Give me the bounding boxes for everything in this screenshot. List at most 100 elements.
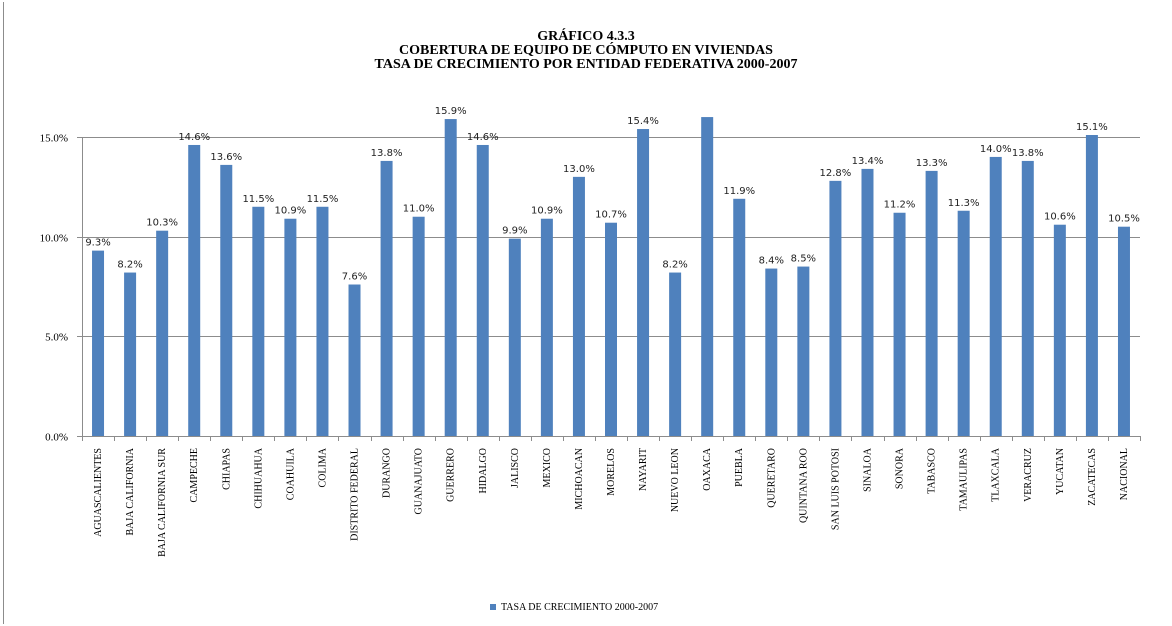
data-label: 13.6% bbox=[210, 152, 242, 163]
x-tick-label: VERACRUZ bbox=[1023, 448, 1034, 502]
data-label: 11.3% bbox=[948, 198, 980, 209]
x-tick-label: MORELOS bbox=[606, 448, 617, 496]
data-label: 13.3% bbox=[916, 158, 948, 169]
data-label: 11.0% bbox=[403, 204, 435, 215]
data-label: 9.9% bbox=[502, 226, 527, 237]
data-label: 14.0% bbox=[980, 144, 1012, 155]
bar-guanajuato bbox=[412, 216, 425, 436]
bar-baja-california-sur bbox=[156, 230, 169, 436]
x-tick-label: YUCATAN bbox=[1055, 448, 1066, 495]
x-tick-label: HIDALGO bbox=[478, 448, 489, 494]
x-tick-label: NACIONAL bbox=[1119, 448, 1130, 500]
bar-coahuila bbox=[284, 218, 297, 436]
bar-tabasco bbox=[925, 170, 938, 437]
chart-title-line-2: COBERTURA DE EQUIPO DE CÓMPUTO EN VIVIEN… bbox=[399, 43, 773, 58]
data-label: 8.2% bbox=[117, 260, 142, 271]
bar-durango bbox=[380, 160, 393, 437]
x-tick-label: PUEBLA bbox=[734, 447, 745, 487]
data-label: 10.9% bbox=[531, 206, 563, 217]
y-tick-label: 5.0% bbox=[45, 332, 68, 344]
data-label: 13.8% bbox=[371, 148, 403, 159]
bar-tamaulipas bbox=[957, 210, 970, 436]
bar-veracruz bbox=[1021, 160, 1034, 437]
x-tick-label: SINALOA bbox=[862, 447, 873, 492]
data-label: 15.9% bbox=[435, 106, 467, 117]
bar-baja-california bbox=[124, 272, 137, 436]
x-tick-label: SONORA bbox=[895, 447, 906, 489]
bar-morelos bbox=[605, 222, 617, 436]
x-tick-label: QUERETARO bbox=[766, 448, 777, 508]
data-label: 10.5% bbox=[1108, 214, 1140, 225]
x-tick-label: TAMAULIPAS bbox=[959, 448, 970, 511]
bar-sonora bbox=[893, 212, 906, 436]
x-tick-label: COAHUILA bbox=[285, 447, 296, 500]
bar-mexico bbox=[540, 218, 553, 436]
bar-distrito-federal bbox=[348, 284, 361, 436]
x-tick-label: MICHOACAN bbox=[574, 448, 585, 510]
data-label: 8.2% bbox=[662, 260, 687, 271]
data-label: 12.8% bbox=[820, 168, 852, 179]
x-tick-label: NUEVO LEON bbox=[670, 448, 681, 512]
y-tick-label: 0.0% bbox=[45, 432, 68, 444]
chart-title-line-3: TASA DE CRECIMIENTO POR ENTIDAD FEDERATI… bbox=[374, 57, 798, 72]
data-label: 8.5% bbox=[791, 254, 816, 265]
x-tick-label: OAXACA bbox=[702, 447, 713, 491]
x-tick-label: CAMPECHE bbox=[189, 448, 200, 502]
x-tick-label: TLAXCALA bbox=[991, 447, 1002, 502]
bar-michoacan bbox=[572, 176, 585, 436]
bar-layer bbox=[92, 117, 1130, 437]
legend-label: TASA DE CRECIMIENTO 2000-2007 bbox=[501, 601, 659, 613]
legend: TASA DE CRECIMIENTO 2000-2007 bbox=[490, 601, 658, 613]
bar-nuevo-leon bbox=[669, 272, 682, 436]
data-label: 11.5% bbox=[242, 194, 274, 205]
x-tick-label: TABASCO bbox=[927, 448, 938, 494]
chart-title: GRÁFICO 4.3.3 COBERTURA DE EQUIPO DE CÓM… bbox=[0, 30, 1172, 72]
x-tick-label: COLIMA bbox=[317, 447, 328, 487]
data-label: 15.4% bbox=[627, 116, 659, 127]
x-tick-label: GUANAJUATO bbox=[414, 448, 425, 514]
x-tick-label: QUINTANA ROO bbox=[798, 448, 809, 523]
bar-jalisco bbox=[508, 238, 521, 436]
data-label: 10.6% bbox=[1044, 212, 1076, 223]
bar-quintana-roo bbox=[797, 266, 810, 436]
y-tick-label: 15.0% bbox=[40, 133, 68, 145]
bar-queretaro bbox=[765, 268, 778, 436]
bar-san-luis-potosi bbox=[829, 180, 842, 436]
bar-colima bbox=[316, 206, 329, 436]
bar-aguascalientes bbox=[92, 250, 105, 436]
data-label: 11.9% bbox=[723, 186, 755, 197]
data-label: 10.3% bbox=[146, 218, 178, 229]
data-label: 8.4% bbox=[759, 256, 784, 267]
data-label: 10.9% bbox=[275, 206, 307, 217]
x-tick-label: BAJA CALIFORNIA SUR bbox=[157, 448, 168, 557]
x-tick-label: DISTRITO FEDERAL bbox=[350, 448, 361, 541]
x-tick-label: NAYARIT bbox=[638, 448, 649, 491]
bar-chihuahua bbox=[252, 206, 265, 436]
bar-yucatan bbox=[1053, 224, 1066, 436]
data-label: 10.7% bbox=[595, 210, 627, 221]
data-label: 9.3% bbox=[85, 238, 110, 249]
bar-nacional bbox=[1117, 226, 1130, 436]
bar-oaxaca bbox=[701, 117, 714, 437]
data-label: 7.6% bbox=[342, 272, 367, 283]
x-tick-label: BAJA CALIFORNIA bbox=[125, 447, 136, 535]
axis-layer bbox=[77, 137, 1141, 441]
data-label: 14.6% bbox=[467, 132, 499, 143]
left-border-line bbox=[3, 2, 4, 624]
x-tick-label: DURANGO bbox=[382, 448, 393, 498]
bar-nayarit bbox=[637, 129, 650, 436]
bar-zacatecas bbox=[1085, 135, 1098, 437]
bar-campeche bbox=[188, 144, 201, 436]
data-label: 13.4% bbox=[852, 156, 884, 167]
x-tick-label: ZACATECAS bbox=[1087, 448, 1098, 506]
data-label: 13.0% bbox=[563, 164, 595, 175]
x-tick-label: JALISCO bbox=[510, 448, 521, 488]
bar-chiapas bbox=[220, 164, 233, 436]
bar-puebla bbox=[733, 198, 746, 436]
data-label: 15.1% bbox=[1076, 122, 1108, 133]
x-tick-label: MEXICO bbox=[542, 448, 553, 487]
x-tick-label: CHIHUAHUA bbox=[253, 447, 264, 508]
data-label: 11.5% bbox=[307, 194, 339, 205]
chart-title-line-1: GRÁFICO 4.3.3 bbox=[537, 29, 635, 44]
